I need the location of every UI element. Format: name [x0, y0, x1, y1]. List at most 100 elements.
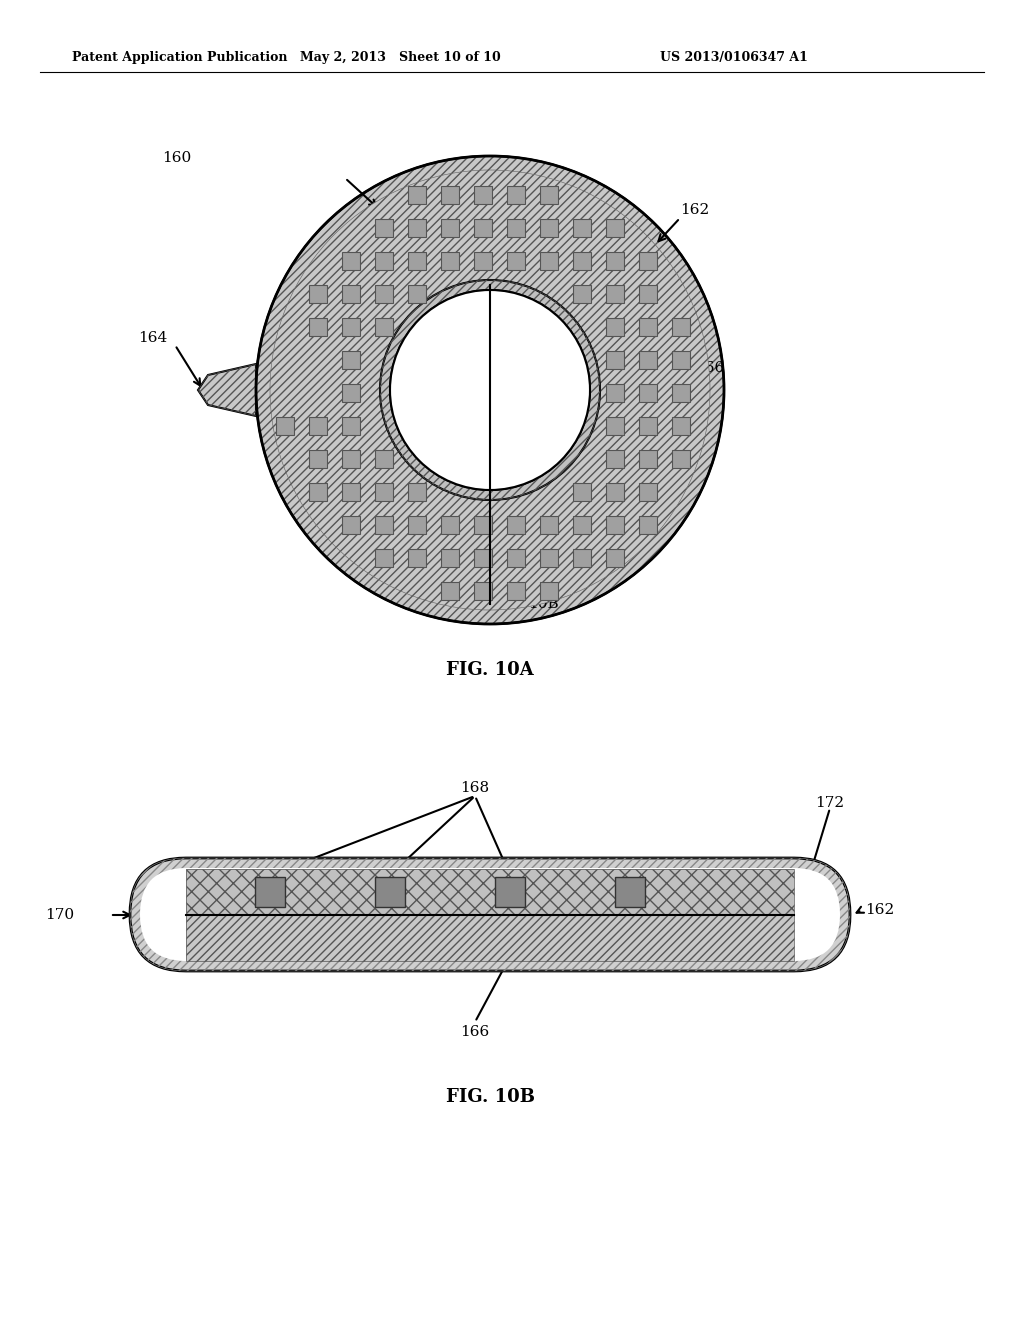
- FancyBboxPatch shape: [441, 186, 459, 205]
- Bar: [186, 915, 794, 961]
- FancyBboxPatch shape: [375, 549, 393, 568]
- FancyBboxPatch shape: [408, 252, 426, 271]
- FancyBboxPatch shape: [639, 450, 657, 469]
- FancyBboxPatch shape: [573, 483, 591, 502]
- Text: 170: 170: [45, 908, 74, 921]
- FancyBboxPatch shape: [573, 219, 591, 238]
- FancyBboxPatch shape: [606, 516, 624, 535]
- Bar: [255, 876, 285, 907]
- FancyBboxPatch shape: [408, 516, 426, 535]
- Text: 160: 160: [162, 150, 191, 165]
- FancyBboxPatch shape: [474, 186, 492, 205]
- FancyBboxPatch shape: [408, 285, 426, 304]
- FancyBboxPatch shape: [507, 582, 525, 601]
- FancyBboxPatch shape: [342, 318, 360, 337]
- Text: 166: 166: [461, 1026, 489, 1039]
- FancyBboxPatch shape: [130, 858, 850, 972]
- FancyBboxPatch shape: [441, 582, 459, 601]
- Text: 10B: 10B: [528, 597, 559, 611]
- FancyBboxPatch shape: [140, 869, 840, 961]
- FancyBboxPatch shape: [375, 285, 393, 304]
- FancyBboxPatch shape: [507, 549, 525, 568]
- Text: FIG. 10B: FIG. 10B: [445, 1088, 535, 1106]
- Bar: [615, 876, 645, 907]
- FancyBboxPatch shape: [639, 252, 657, 271]
- Circle shape: [270, 170, 710, 610]
- FancyBboxPatch shape: [309, 417, 327, 436]
- FancyBboxPatch shape: [507, 516, 525, 535]
- FancyBboxPatch shape: [507, 219, 525, 238]
- FancyBboxPatch shape: [639, 318, 657, 337]
- FancyBboxPatch shape: [540, 516, 558, 535]
- Text: 162: 162: [680, 203, 710, 216]
- FancyBboxPatch shape: [672, 384, 690, 403]
- FancyBboxPatch shape: [342, 285, 360, 304]
- FancyBboxPatch shape: [540, 252, 558, 271]
- FancyBboxPatch shape: [606, 483, 624, 502]
- FancyBboxPatch shape: [540, 582, 558, 601]
- Bar: [186, 869, 794, 915]
- FancyBboxPatch shape: [639, 384, 657, 403]
- Text: 166: 166: [695, 360, 724, 375]
- Text: 162: 162: [865, 903, 894, 917]
- Circle shape: [390, 290, 590, 490]
- FancyBboxPatch shape: [342, 252, 360, 271]
- FancyBboxPatch shape: [375, 252, 393, 271]
- Text: 168: 168: [600, 492, 629, 507]
- FancyBboxPatch shape: [672, 450, 690, 469]
- FancyBboxPatch shape: [540, 549, 558, 568]
- Polygon shape: [198, 364, 256, 416]
- Text: 172: 172: [815, 796, 844, 810]
- FancyBboxPatch shape: [639, 351, 657, 370]
- FancyBboxPatch shape: [606, 285, 624, 304]
- FancyBboxPatch shape: [540, 219, 558, 238]
- Bar: [186, 915, 794, 961]
- FancyBboxPatch shape: [474, 549, 492, 568]
- FancyBboxPatch shape: [606, 450, 624, 469]
- FancyBboxPatch shape: [606, 417, 624, 436]
- FancyBboxPatch shape: [342, 483, 360, 502]
- FancyBboxPatch shape: [474, 582, 492, 601]
- FancyBboxPatch shape: [408, 549, 426, 568]
- FancyBboxPatch shape: [540, 186, 558, 205]
- FancyBboxPatch shape: [606, 318, 624, 337]
- FancyBboxPatch shape: [441, 219, 459, 238]
- FancyBboxPatch shape: [441, 516, 459, 535]
- FancyBboxPatch shape: [474, 252, 492, 271]
- Text: 168: 168: [461, 781, 489, 795]
- Text: May 2, 2013   Sheet 10 of 10: May 2, 2013 Sheet 10 of 10: [300, 51, 501, 65]
- FancyBboxPatch shape: [507, 252, 525, 271]
- FancyBboxPatch shape: [309, 483, 327, 502]
- FancyBboxPatch shape: [672, 318, 690, 337]
- FancyBboxPatch shape: [606, 252, 624, 271]
- Text: 164: 164: [138, 331, 167, 345]
- Circle shape: [270, 170, 710, 610]
- FancyBboxPatch shape: [375, 450, 393, 469]
- FancyBboxPatch shape: [408, 186, 426, 205]
- FancyBboxPatch shape: [342, 450, 360, 469]
- FancyBboxPatch shape: [606, 384, 624, 403]
- FancyBboxPatch shape: [309, 318, 327, 337]
- FancyBboxPatch shape: [606, 351, 624, 370]
- Text: Patent Application Publication: Patent Application Publication: [72, 51, 288, 65]
- FancyBboxPatch shape: [639, 285, 657, 304]
- Circle shape: [390, 290, 590, 490]
- FancyBboxPatch shape: [672, 417, 690, 436]
- Circle shape: [380, 280, 600, 500]
- FancyBboxPatch shape: [342, 351, 360, 370]
- Text: US 2013/0106347 A1: US 2013/0106347 A1: [660, 51, 808, 65]
- FancyBboxPatch shape: [375, 516, 393, 535]
- FancyBboxPatch shape: [276, 417, 294, 436]
- FancyBboxPatch shape: [408, 219, 426, 238]
- FancyBboxPatch shape: [672, 351, 690, 370]
- FancyBboxPatch shape: [342, 516, 360, 535]
- FancyBboxPatch shape: [309, 285, 327, 304]
- FancyBboxPatch shape: [639, 483, 657, 502]
- Circle shape: [256, 156, 724, 624]
- FancyBboxPatch shape: [573, 252, 591, 271]
- FancyBboxPatch shape: [441, 549, 459, 568]
- FancyBboxPatch shape: [606, 219, 624, 238]
- Bar: [495, 876, 525, 907]
- FancyBboxPatch shape: [342, 417, 360, 436]
- FancyBboxPatch shape: [474, 219, 492, 238]
